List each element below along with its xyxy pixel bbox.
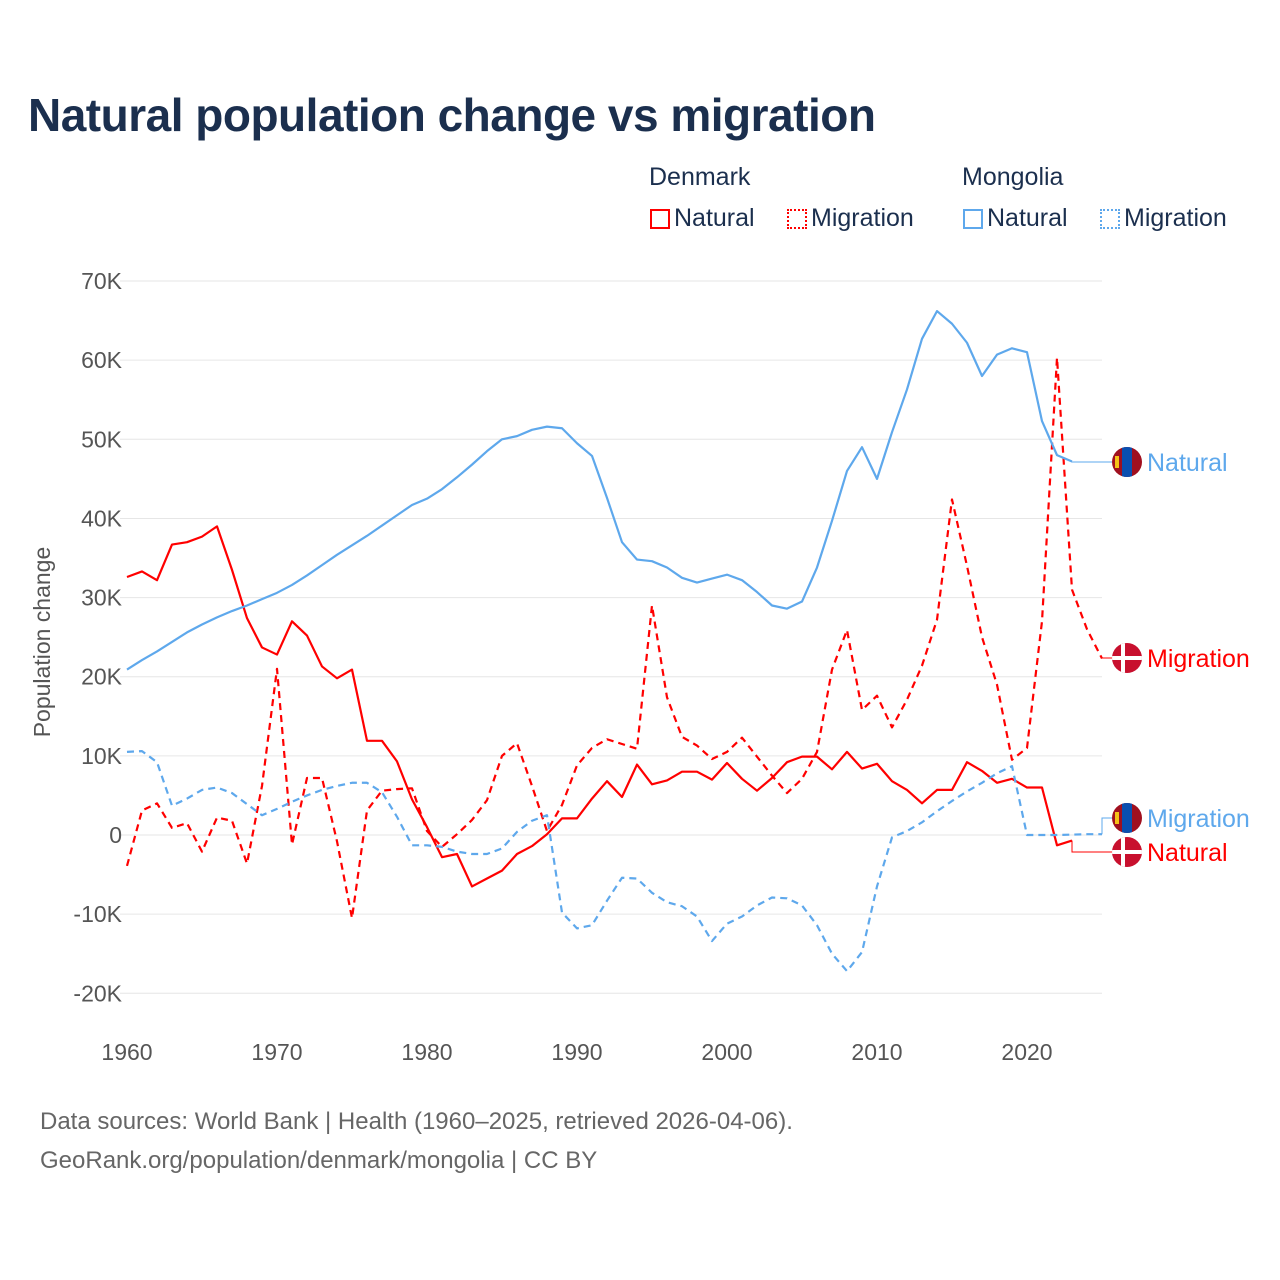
- x-tick-label: 2020: [1001, 1039, 1052, 1065]
- legend-label: Natural: [674, 204, 755, 232]
- y-tick-label: 30K: [81, 585, 123, 611]
- y-axis-label: Population change: [29, 547, 55, 738]
- legend-label: Natural: [987, 204, 1068, 232]
- legend-mongolia-natural[interactable]: Natural: [963, 204, 1068, 233]
- legend-swatch-dotted-icon: [787, 208, 807, 229]
- series-line-denmark-natural: [126, 525, 1073, 888]
- legend-label: Migration: [1124, 204, 1227, 232]
- legend-denmark-natural[interactable]: Natural: [650, 204, 755, 233]
- legend-swatch-dotted-icon: [1100, 208, 1120, 229]
- y-tick-label: -20K: [73, 980, 122, 1006]
- mongolia-flag-icon: [1112, 803, 1142, 833]
- series-line-mongolia-migration: [126, 750, 1102, 973]
- chart-title: Natural population change vs migration: [28, 89, 876, 141]
- series-line-denmark-migration: [125, 356, 1103, 920]
- label-connector: [1071, 461, 1112, 463]
- legend-swatch-solid-icon: [650, 208, 670, 229]
- legend-denmark-migration[interactable]: Migration: [787, 204, 914, 233]
- denmark-flag-icon: [1112, 837, 1142, 867]
- source-link[interactable]: GeoRank.org/population/denmark/mongolia …: [40, 1147, 598, 1174]
- y-tick-label: -10K: [73, 901, 122, 927]
- end-label: Natural: [1147, 839, 1228, 867]
- y-tick-label: 50K: [81, 426, 123, 452]
- label-connector: [1101, 817, 1112, 835]
- x-tick-label: 1990: [551, 1039, 602, 1065]
- y-tick-label: 20K: [81, 664, 123, 690]
- x-tick-label: 2010: [851, 1039, 902, 1065]
- end-label: Migration: [1147, 645, 1250, 673]
- denmark-flag-icon: [1112, 643, 1142, 673]
- legend-swatch-solid-icon: [963, 208, 983, 229]
- label-connector: [1101, 657, 1112, 659]
- y-tick-label: 40K: [81, 505, 123, 531]
- legend-mongolia-migration[interactable]: Migration: [1100, 204, 1227, 233]
- mongolia-flag-icon: [1112, 447, 1142, 477]
- source-note: Data sources: World Bank | Health (1960–…: [40, 1108, 793, 1135]
- x-tick-label: 2000: [701, 1039, 752, 1065]
- end-label: Migration: [1147, 805, 1250, 833]
- y-tick-label: 60K: [81, 347, 123, 373]
- y-tick-label: 10K: [81, 743, 123, 769]
- legend-label: Migration: [811, 204, 914, 232]
- end-label: Natural: [1147, 449, 1228, 477]
- y-tick-label: 0: [109, 822, 122, 848]
- x-tick-label: 1980: [401, 1039, 452, 1065]
- x-tick-label: 1970: [251, 1039, 302, 1065]
- legend-group-mongolia: Mongolia: [962, 163, 1064, 191]
- y-tick-label: 70K: [81, 268, 123, 294]
- x-tick-label: 1960: [101, 1039, 152, 1065]
- label-connector: [1071, 840, 1112, 853]
- legend-group-denmark: Denmark: [649, 163, 751, 191]
- series-line-mongolia-natural: [126, 309, 1073, 671]
